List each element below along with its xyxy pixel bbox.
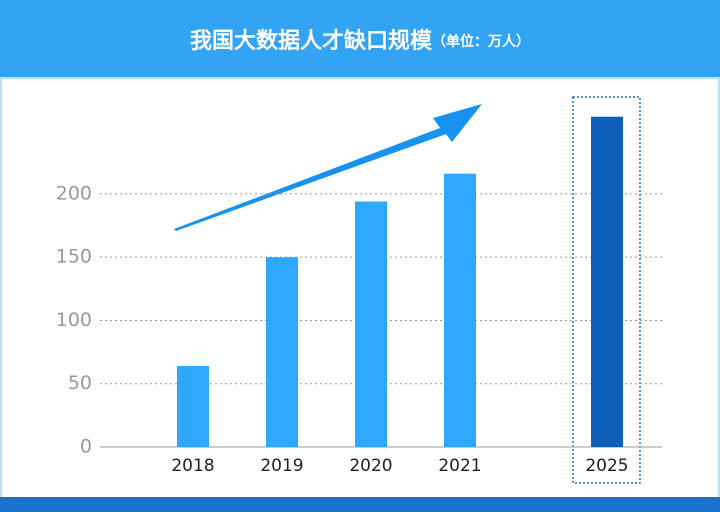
y-tick-label: 150 (56, 246, 92, 268)
highlight-box (572, 96, 641, 484)
y-tick-label: 100 (56, 309, 92, 331)
bar (355, 201, 387, 447)
y-tick-label: 50 (68, 372, 92, 394)
x-tick-label: 2019 (260, 456, 303, 476)
x-tick-label: 2025 (585, 456, 628, 476)
bar (591, 116, 623, 447)
bar (177, 366, 209, 447)
bottom-band (0, 497, 720, 512)
trend-arrow (174, 104, 482, 231)
x-tick-label: 2018 (171, 456, 214, 476)
y-tick-label: 200 (56, 182, 92, 204)
bar (266, 257, 298, 447)
title-band (0, 0, 720, 78)
bar (444, 173, 476, 448)
x-tick-label: 2021 (438, 456, 481, 476)
y-tick-label: 0 (80, 436, 92, 458)
chart-title: 我国大数据人才缺口规模 (190, 28, 433, 54)
chart-subtitle: （单位：万人） (432, 33, 530, 50)
x-tick-label: 2020 (349, 456, 392, 476)
chart-title-group: 我国大数据人才缺口规模（单位：万人） (190, 28, 530, 54)
